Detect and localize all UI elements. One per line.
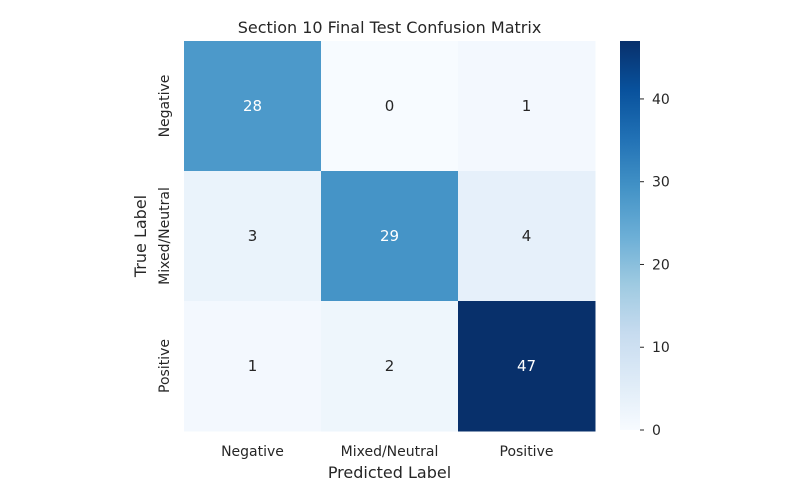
heatmap-cell-1-2 [458, 171, 596, 302]
cell-value-label-2-0: 1 [248, 357, 258, 375]
cell-value-label-1-1: 29 [380, 227, 399, 245]
cell-value-label-1-0: 3 [248, 227, 258, 245]
colorbar: 0 10 20 30 40 [620, 41, 670, 439]
colorbar-tick-label-2: 20 [652, 257, 670, 273]
x-tick-label-2: Positive [500, 444, 554, 460]
y-axis-tick-labels: Negative Mixed/Neutral Positive [157, 75, 173, 393]
x-tick-label-1: Mixed/Neutral [341, 444, 439, 460]
x-axis-title: Predicted Label [328, 463, 451, 482]
heatmap-cell-0-0 [184, 41, 322, 172]
heatmap-cell-0-2 [458, 41, 596, 172]
colorbar-tick-label-4: 40 [652, 92, 670, 108]
cell-value-labels: 28 0 1 3 29 4 1 2 47 [243, 97, 536, 375]
heatmap-cell-1-1 [321, 171, 459, 302]
colorbar-tick-label-3: 30 [652, 175, 670, 191]
colorbar-gradient [620, 41, 640, 430]
cell-value-label-2-2: 47 [517, 357, 536, 375]
cell-value-label-0-1: 0 [385, 97, 395, 115]
heatmap-cell-2-0 [184, 301, 322, 432]
y-axis-title: True Label [131, 195, 150, 278]
x-tick-label-0: Negative [221, 444, 284, 460]
cell-value-label-0-0: 28 [243, 97, 262, 115]
heatmap-cell-2-1 [321, 301, 459, 432]
x-axis-tick-labels: Negative Mixed/Neutral Positive [221, 444, 553, 460]
heatmap-cells [184, 41, 596, 432]
cell-value-label-1-2: 4 [522, 227, 532, 245]
cell-value-label-2-1: 2 [385, 357, 395, 375]
chart-title: Section 10 Final Test Confusion Matrix [238, 18, 542, 37]
heatmap-cell-1-0 [184, 171, 322, 302]
heatmap-cell-2-2 [458, 301, 596, 432]
y-tick-label-0: Negative [157, 75, 173, 138]
y-tick-label-1: Mixed/Neutral [157, 187, 173, 285]
colorbar-tick-labels: 0 10 20 30 40 [640, 92, 670, 439]
cell-value-label-0-2: 1 [522, 97, 532, 115]
y-tick-label-2: Positive [157, 339, 173, 393]
heatmap-cell-0-1 [321, 41, 459, 172]
colorbar-tick-label-0: 0 [652, 423, 661, 439]
colorbar-tick-label-1: 10 [652, 340, 670, 356]
